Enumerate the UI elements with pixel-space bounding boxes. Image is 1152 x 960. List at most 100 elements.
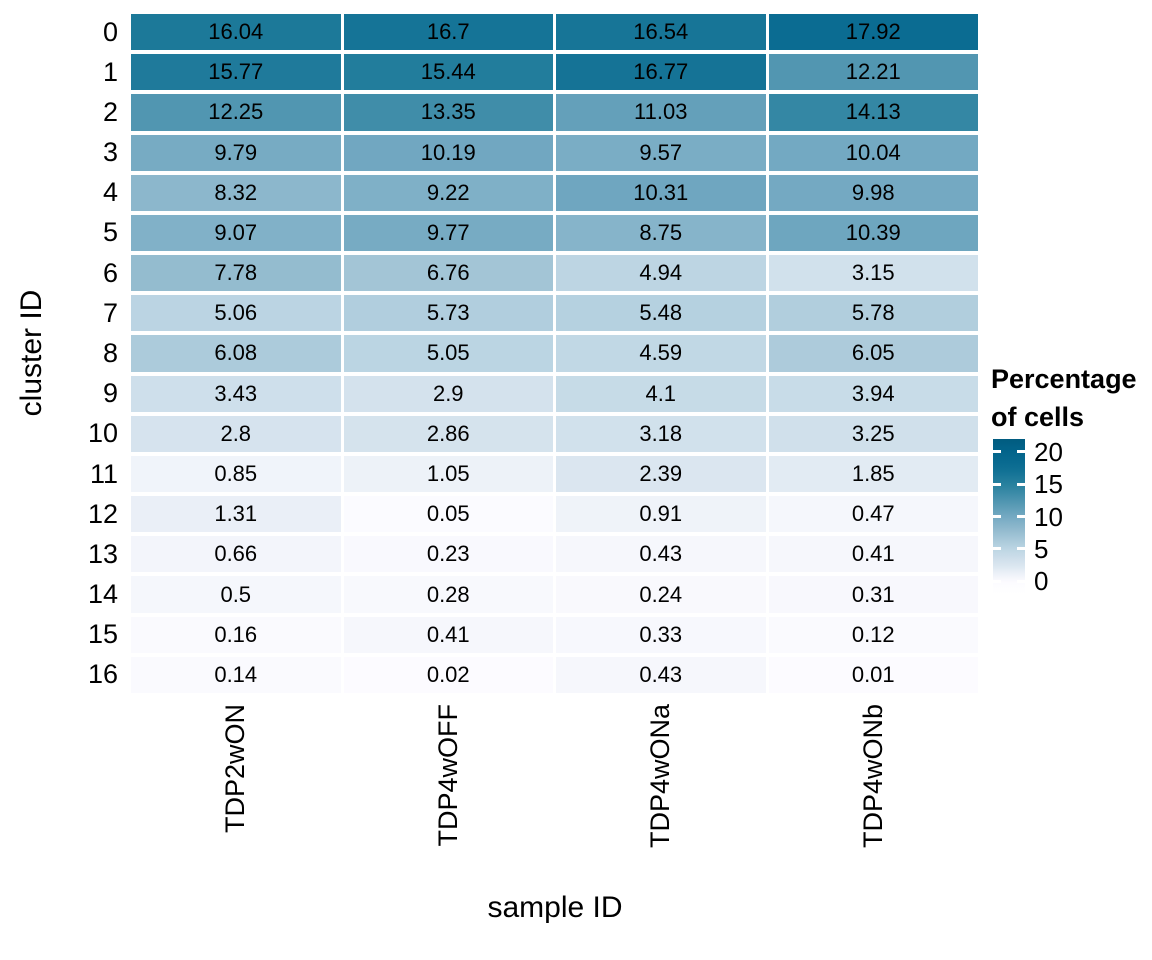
heatmap-cell: 0.16 [131, 616, 341, 653]
cell-value-label: 0.12 [851, 621, 895, 647]
colorbar-tick [1017, 450, 1025, 454]
cell-value-label: 4.1 [645, 380, 677, 406]
heatmap-cell: 5.73 [343, 295, 553, 332]
y-tick-label: 1 [102, 56, 118, 87]
heatmap-cell: 0.43 [556, 656, 766, 693]
heatmap-cell: 4.94 [556, 255, 766, 292]
cell-value-label: 5.05 [426, 340, 470, 366]
heatmap-cell: 5.06 [131, 295, 341, 332]
cell-value-label: 3.25 [851, 420, 895, 446]
heatmap-cell: 17.92 [768, 14, 978, 51]
cell-value-label: 13.35 [420, 99, 476, 125]
heatmap-cell: 16.54 [556, 14, 766, 51]
colorbar-tick-label: 0 [1034, 566, 1049, 597]
colorbar-tick [993, 579, 1001, 583]
heatmap-cell: 9.77 [343, 214, 553, 252]
y-tick-label: 16 [87, 659, 118, 690]
cell-value-label: 3.94 [851, 380, 895, 406]
cell-value-label: 4.59 [639, 340, 683, 366]
cell-value-label: 0.41 [851, 541, 895, 567]
colorbar-tick [1017, 547, 1025, 551]
cell-value-label: 10.04 [845, 139, 901, 165]
heatmap-cell: 0.28 [343, 576, 553, 613]
cell-value-label: 9.98 [851, 179, 895, 205]
heatmap-cell: 14.13 [768, 94, 978, 131]
cell-value-label: 14.13 [845, 99, 901, 125]
y-tick-label: 9 [102, 378, 118, 409]
heatmap-cell: 2.9 [343, 375, 553, 412]
colorbar-tick [993, 547, 1001, 551]
cell-value-label: 3.18 [639, 420, 683, 446]
heatmap-cell: 5.05 [343, 335, 553, 372]
colorbar-tick-label: 15 [1034, 469, 1063, 500]
heatmap-cell: 9.98 [768, 174, 978, 211]
heatmap-cell: 0.14 [131, 656, 341, 693]
heatmap-cell: 5.48 [556, 295, 766, 332]
cell-value-label: 0.05 [426, 501, 470, 527]
y-tick-label: 14 [87, 579, 118, 610]
cell-value-label: 0.85 [214, 461, 258, 487]
cell-value-label: 0.33 [639, 621, 683, 647]
y-tick-label: 7 [102, 297, 118, 328]
cell-value-label: 5.06 [214, 300, 258, 326]
heatmap-cell: 2.39 [556, 455, 766, 493]
cell-value-label: 9.57 [639, 139, 683, 165]
cell-value-label: 6.08 [214, 340, 258, 366]
y-tick-label: 11 [89, 458, 118, 489]
heatmap-cell: 0.23 [343, 536, 553, 573]
x-tick-label: TDP4wONb [857, 704, 888, 849]
cell-value-label: 1.85 [851, 461, 895, 487]
cell-value-label: 3.15 [851, 260, 895, 286]
heatmap-cell: 0.47 [768, 496, 978, 533]
heatmap-cell: 16.7 [343, 14, 553, 51]
heatmap-cell: 16.04 [131, 14, 341, 51]
heatmap-cell: 1.31 [131, 496, 341, 533]
cell-value-label: 2.9 [432, 380, 464, 406]
heatmap-cell: 0.05 [343, 496, 553, 533]
colorbar-tick [993, 450, 1001, 454]
cell-value-label: 8.32 [214, 179, 258, 205]
cell-value-label: 10.31 [633, 179, 689, 205]
heatmap-cell: 3.25 [768, 415, 978, 452]
cell-value-label: 0.23 [426, 541, 470, 567]
y-tick-label: 8 [102, 337, 118, 368]
cell-value-label: 5.78 [851, 300, 895, 326]
heatmap-cell: 10.04 [768, 134, 978, 171]
colorbar-tick-label: 20 [1034, 436, 1063, 467]
cell-value-label: 5.48 [639, 300, 683, 326]
cell-value-label: 8.75 [639, 219, 683, 245]
heatmap-cell: 6.05 [768, 335, 978, 372]
heatmap-cell: 8.75 [556, 214, 766, 252]
legend-title: Percentage of cells [991, 360, 1137, 436]
heatmap-cell: 9.79 [131, 134, 341, 171]
cell-value-label: 7.78 [214, 260, 258, 286]
heatmap-cell: 0.5 [131, 576, 341, 613]
colorbar-gradient [993, 439, 1025, 594]
heatmap-cell: 10.31 [556, 174, 766, 211]
cell-value-label: 6.76 [426, 260, 470, 286]
cell-value-label: 0.43 [639, 541, 683, 567]
cell-value-label: 0.91 [639, 501, 683, 527]
cell-value-label: 5.73 [426, 300, 470, 326]
cell-value-label: 15.44 [420, 59, 476, 85]
cell-value-label: 17.92 [845, 19, 901, 45]
cell-value-label: 6.05 [851, 340, 895, 366]
heatmap-cell: 4.59 [556, 335, 766, 372]
cell-value-label: 3.43 [214, 380, 258, 406]
y-tick-label: 0 [102, 16, 118, 47]
cell-value-label: 1.05 [426, 461, 470, 487]
y-tick-label: 10 [87, 418, 118, 449]
cell-value-label: 12.25 [208, 99, 264, 125]
heatmap-cell: 1.85 [768, 455, 978, 493]
heatmap-cell: 0.41 [343, 616, 553, 653]
colorbar-tick [993, 482, 1001, 486]
heatmap-cell: 3.43 [131, 375, 341, 412]
heatmap-cell: 0.31 [768, 576, 978, 613]
heatmap-cell: 0.33 [556, 616, 766, 653]
heatmap-cell: 3.15 [768, 255, 978, 292]
x-tick-label: TDP4wONa [645, 704, 676, 849]
cell-value-label: 0.14 [214, 661, 258, 687]
y-tick-label: 2 [102, 96, 118, 127]
cell-value-label: 15.77 [208, 59, 264, 85]
cell-value-label: 9.79 [214, 139, 258, 165]
